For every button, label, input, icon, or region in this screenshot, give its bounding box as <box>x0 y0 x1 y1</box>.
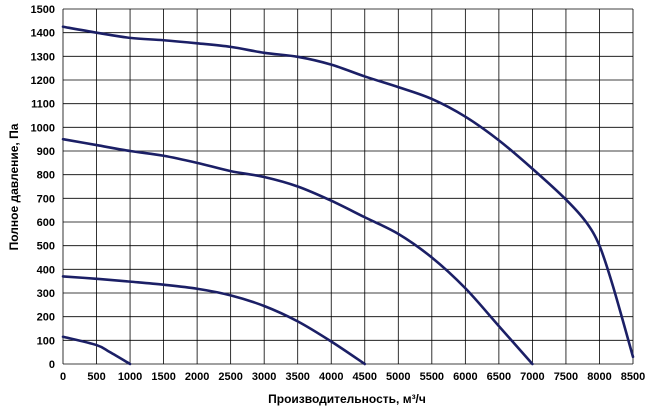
y-tick-label: 1200 <box>31 75 55 87</box>
y-tick-label: 700 <box>37 193 55 205</box>
x-tick-label: 5000 <box>386 371 410 383</box>
y-tick-label: 400 <box>37 264 55 276</box>
series-line-1 <box>61 335 132 366</box>
x-tick-label: 6000 <box>453 371 477 383</box>
x-tick-label: 3500 <box>285 371 309 383</box>
y-tick-label: 600 <box>37 217 55 229</box>
y-tick-label: 100 <box>37 335 55 347</box>
x-tick-label: 7500 <box>554 371 578 383</box>
y-tick-label: 300 <box>37 288 55 300</box>
y-tick-label: 1500 <box>31 4 55 16</box>
x-tick-label: 3000 <box>252 371 276 383</box>
x-tick-label: 1500 <box>151 371 175 383</box>
grid-layer <box>62 8 634 365</box>
series-line-3 <box>61 137 534 366</box>
x-tick-label: 4000 <box>319 371 343 383</box>
x-tick-label: 4500 <box>353 371 377 383</box>
tick-layer: 0 500 1000 1500 2000 2500 3000 3500 4000 4500 5000… <box>31 4 646 383</box>
x-tick-label: 5500 <box>420 371 444 383</box>
y-tick-label: 200 <box>37 312 55 324</box>
y-tick-label: 500 <box>37 241 55 253</box>
y-axis-title: Полное давление, Па <box>7 123 21 250</box>
x-tick-label: 6500 <box>487 371 511 383</box>
y-tick-label: 1000 <box>31 122 55 134</box>
x-tick-label: 500 <box>87 371 105 383</box>
x-tick-label: 7000 <box>520 371 544 383</box>
x-tick-label: 8500 <box>621 371 645 383</box>
y-tick-label: 900 <box>37 146 55 158</box>
series-layer <box>61 25 635 366</box>
x-axis-title: Производительность, м³/ч <box>268 392 426 406</box>
series-line-2 <box>61 275 367 366</box>
y-tick-label: 1300 <box>31 51 55 63</box>
x-tick-label: 8000 <box>587 371 611 383</box>
y-tick-label: 1400 <box>31 28 55 40</box>
x-tick-label: 0 <box>60 371 66 383</box>
y-tick-label: 1100 <box>31 99 55 111</box>
x-tick-label: 2500 <box>218 371 242 383</box>
y-tick-label: 0 <box>49 359 55 371</box>
x-tick-label: 1000 <box>118 371 142 383</box>
x-tick-label: 2000 <box>185 371 209 383</box>
y-tick-label: 800 <box>37 170 55 182</box>
series-line-4 <box>61 25 635 359</box>
